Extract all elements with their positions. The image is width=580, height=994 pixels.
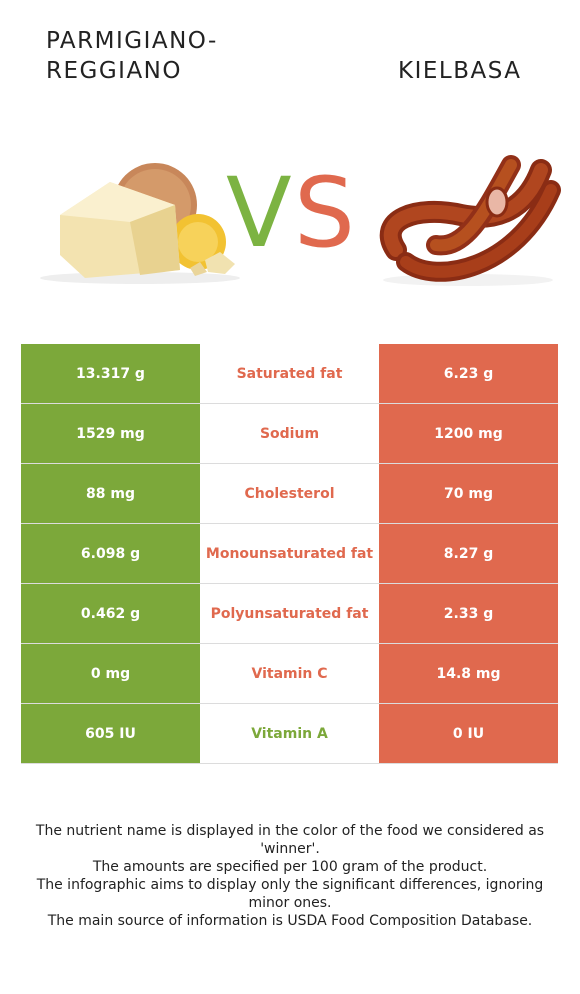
kielbasa-sausage-image <box>379 155 561 286</box>
left-value: 13.317 g <box>21 344 200 403</box>
versus-label: V S <box>226 157 356 269</box>
left-value: 0 mg <box>21 644 200 703</box>
nutrient-name: Vitamin A <box>200 704 379 763</box>
table-row: 1529 mg Sodium 1200 mg <box>21 404 558 464</box>
right-value: 70 mg <box>379 464 558 523</box>
left-value: 6.098 g <box>21 524 200 583</box>
right-value: 0 IU <box>379 704 558 763</box>
left-value: 605 IU <box>21 704 200 763</box>
right-food-title: KIELBASA <box>398 58 522 84</box>
table-row: 88 mg Cholesterol 70 mg <box>21 464 558 524</box>
footer-line: The main source of information is USDA F… <box>47 913 533 929</box>
nutrient-name: Cholesterol <box>200 464 379 523</box>
left-food-title: PARMIGIANO-REGGIANO <box>46 28 218 84</box>
nutrient-name: Saturated fat <box>200 344 379 403</box>
right-value: 2.33 g <box>379 584 558 643</box>
footer-notes: The nutrient name is displayed in the co… <box>20 822 560 930</box>
left-value: 0.462 g <box>21 584 200 643</box>
footer-line: The amounts are specified per 100 gram o… <box>92 859 488 875</box>
nutrient-comparison-table: 13.317 g Saturated fat 6.23 g 1529 mg Sodium… <box>21 344 558 764</box>
nutrient-name: Vitamin C <box>200 644 379 703</box>
table-row: 0 mg Vitamin C 14.8 mg <box>21 644 558 704</box>
footer-line: The nutrient name is displayed in the co… <box>35 823 545 857</box>
right-value: 8.27 g <box>379 524 558 583</box>
right-value: 1200 mg <box>379 404 558 463</box>
footer-line: The infographic aims to display only the… <box>36 877 544 911</box>
table-row: 0.462 g Polyunsaturated fat 2.33 g <box>21 584 558 644</box>
left-value: 1529 mg <box>21 404 200 463</box>
table-row: 6.098 g Monounsaturated fat 8.27 g <box>21 524 558 584</box>
parmigiano-cheese-image <box>40 163 240 284</box>
nutrient-name: Polyunsaturated fat <box>200 584 379 643</box>
table-row: 13.317 g Saturated fat 6.23 g <box>21 344 558 404</box>
right-value: 14.8 mg <box>379 644 558 703</box>
right-value: 6.23 g <box>379 344 558 403</box>
nutrient-name: Monounsaturated fat <box>200 524 379 583</box>
nutrient-name: Sodium <box>200 404 379 463</box>
left-value: 88 mg <box>21 464 200 523</box>
vs-letter-v: V <box>226 157 292 269</box>
vs-letter-s: S <box>294 157 355 269</box>
